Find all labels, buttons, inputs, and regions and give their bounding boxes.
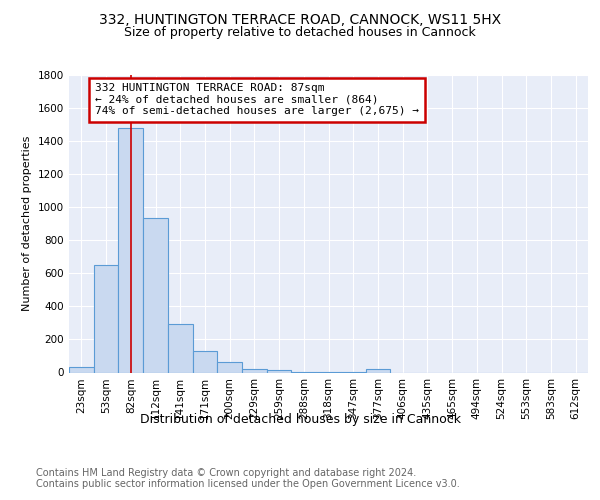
Bar xyxy=(365,369,390,372)
Bar xyxy=(118,128,143,372)
Text: Size of property relative to detached houses in Cannock: Size of property relative to detached ho… xyxy=(124,26,476,39)
Bar xyxy=(193,351,217,372)
Text: Contains HM Land Registry data © Crown copyright and database right 2024.
Contai: Contains HM Land Registry data © Crown c… xyxy=(36,468,460,489)
Bar xyxy=(242,369,267,372)
Text: Distribution of detached houses by size in Cannock: Distribution of detached houses by size … xyxy=(139,412,461,426)
Text: 332 HUNTINGTON TERRACE ROAD: 87sqm
← 24% of detached houses are smaller (864)
74: 332 HUNTINGTON TERRACE ROAD: 87sqm ← 24%… xyxy=(95,84,419,116)
Bar xyxy=(143,218,168,372)
Y-axis label: Number of detached properties: Number of detached properties xyxy=(22,136,32,312)
Bar xyxy=(217,362,242,372)
Bar xyxy=(168,324,193,372)
Bar xyxy=(267,370,292,372)
Bar xyxy=(94,265,118,372)
Bar xyxy=(69,366,94,372)
Text: 332, HUNTINGTON TERRACE ROAD, CANNOCK, WS11 5HX: 332, HUNTINGTON TERRACE ROAD, CANNOCK, W… xyxy=(99,12,501,26)
